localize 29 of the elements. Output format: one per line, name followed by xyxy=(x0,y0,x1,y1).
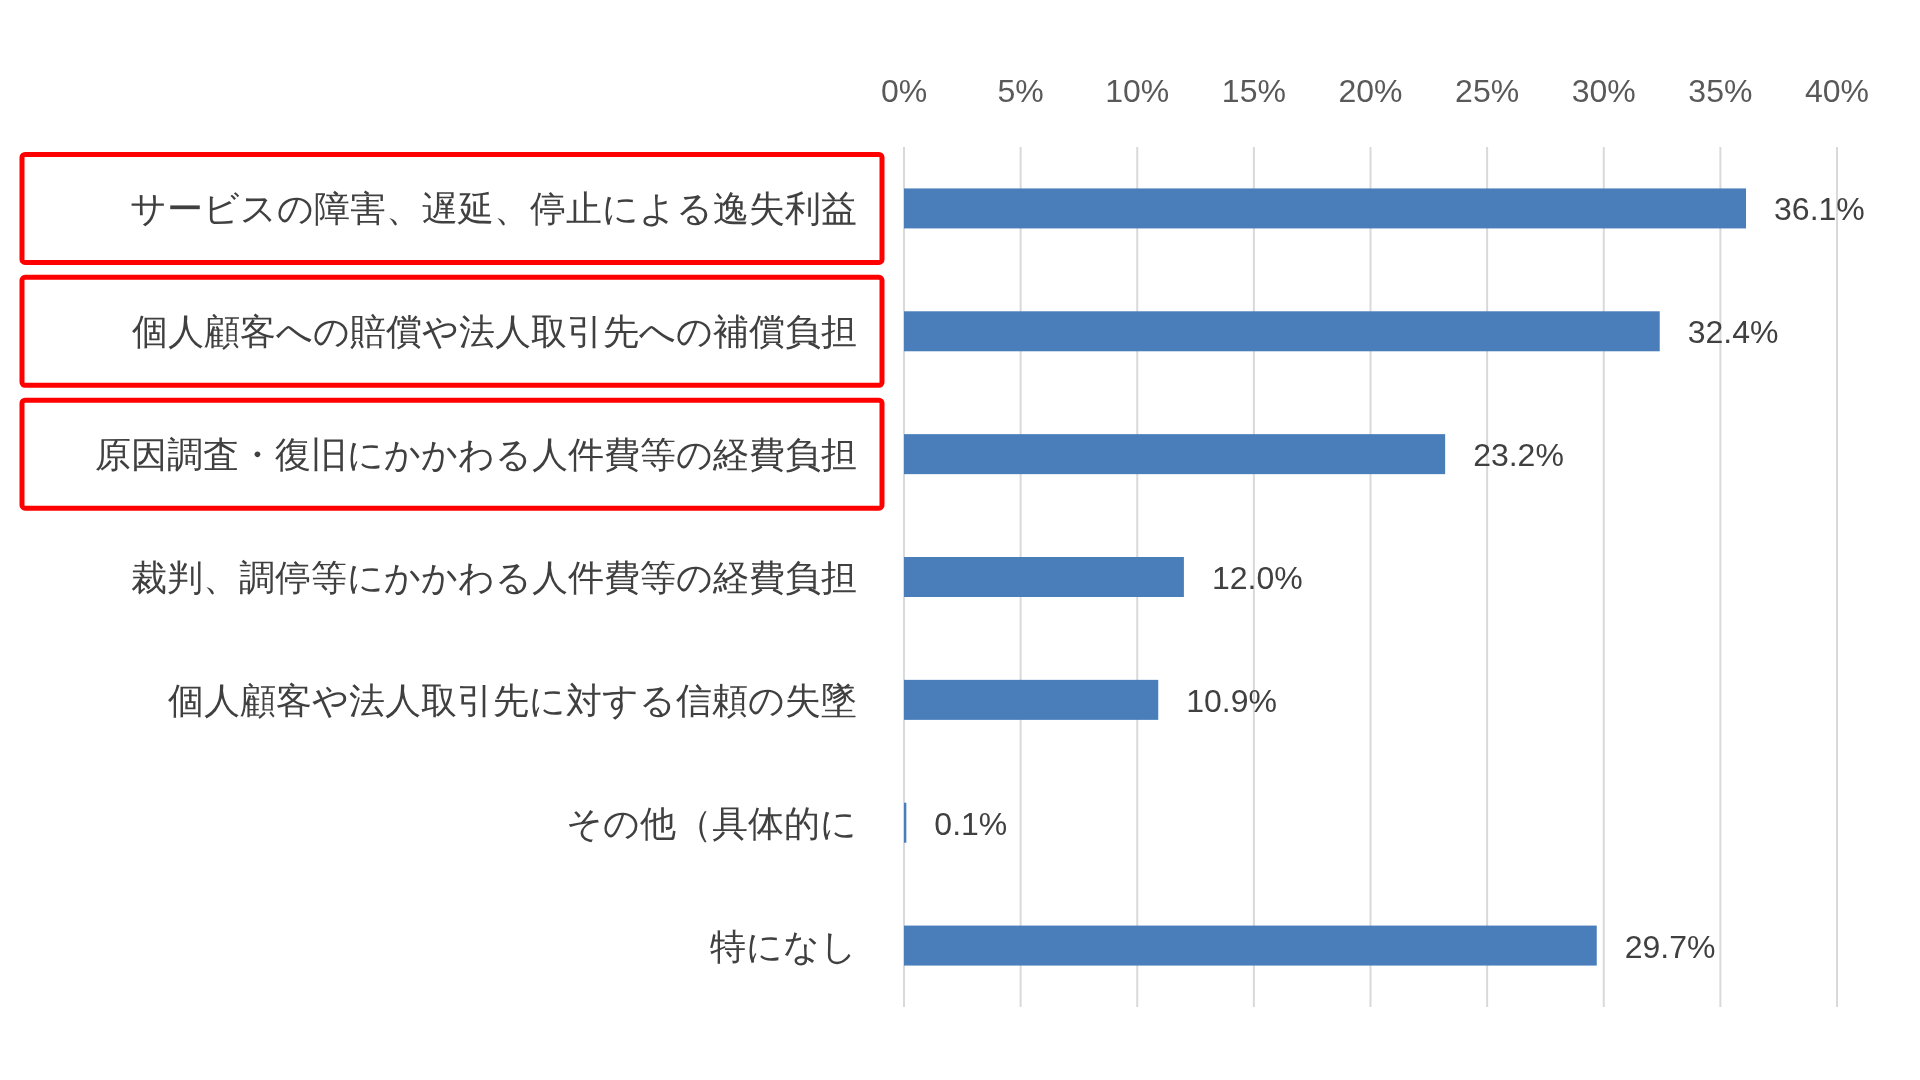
y-tick-label: サービスの障害、遅延、停止による逸失利益 xyxy=(130,188,857,230)
x-tick-label: 15% xyxy=(1221,73,1286,109)
y-tick-label: 裁判、調停等にかかわる人件費等の経費負担 xyxy=(131,557,857,598)
bar xyxy=(904,557,1184,597)
y-tick-label: その他（具体的に xyxy=(566,802,857,844)
x-tick-label: 10% xyxy=(1105,73,1170,109)
x-tick-label: 25% xyxy=(1455,73,1520,109)
x-tick-label: 5% xyxy=(997,73,1044,109)
bar xyxy=(904,311,1660,352)
data-label: 12.0% xyxy=(1211,560,1303,596)
x-tick-label: 30% xyxy=(1571,73,1636,109)
bar xyxy=(904,434,1446,475)
data-label: 10.9% xyxy=(1186,682,1277,719)
bar xyxy=(904,188,1747,229)
data-label: 23.2% xyxy=(1473,437,1564,474)
data-label: 0.1% xyxy=(934,805,1008,842)
data-label: 36.1% xyxy=(1774,191,1865,228)
y-tick-label: 特になし xyxy=(710,925,857,967)
bar xyxy=(904,925,1597,966)
x-tick-label: 40% xyxy=(1804,73,1870,109)
y-tick-label: 個人顧客への賠償や法人取引先への補償負担 xyxy=(132,311,857,353)
y-tick-label: 原因調査・復旧にかかわる人件費等の経費負担 xyxy=(95,434,857,476)
x-tick-label: 0% xyxy=(880,73,928,109)
x-tick-label: 20% xyxy=(1338,73,1403,109)
y-tick-label: 個人顧客や法人取引先に対する信頼の失墜 xyxy=(168,679,857,721)
data-label: 29.7% xyxy=(1624,928,1716,965)
data-label: 32.4% xyxy=(1687,314,1779,351)
x-tick-label: 35% xyxy=(1688,73,1753,109)
bar xyxy=(904,679,1159,720)
